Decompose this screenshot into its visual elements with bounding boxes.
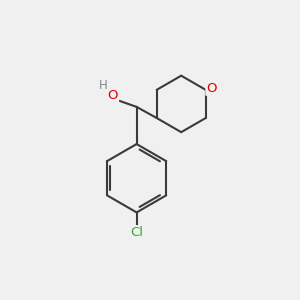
Text: Cl: Cl [130, 226, 143, 239]
Text: O: O [108, 89, 118, 102]
Text: O: O [206, 82, 217, 95]
Text: H: H [99, 79, 108, 92]
